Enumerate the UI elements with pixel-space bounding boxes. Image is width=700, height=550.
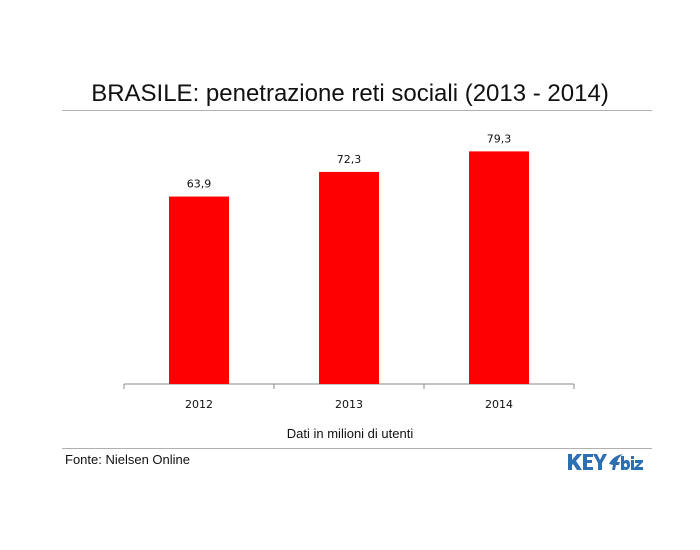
chart-title: BRASILE: penetrazione reti sociali (2013… [91,80,609,107]
data-label-2014: 79,3 [487,132,512,145]
data-label-2013: 72,3 [337,153,362,166]
footer-divider [62,448,652,449]
x-tick-label-2014: 2014 [485,398,513,411]
x-tick-label-2013: 2013 [335,398,363,411]
x-tick-label-2012: 2012 [185,398,213,411]
key4biz-logo [568,454,643,470]
bar-2013 [319,171,379,384]
data-label-2012: 63,9 [187,178,212,191]
bar-2014 [469,151,529,384]
x-axis-caption: Dati in milioni di utenti [286,426,414,441]
bar-2012 [169,196,229,384]
title-divider [62,110,652,111]
source-note: Fonte: Nielsen Online [65,452,191,467]
